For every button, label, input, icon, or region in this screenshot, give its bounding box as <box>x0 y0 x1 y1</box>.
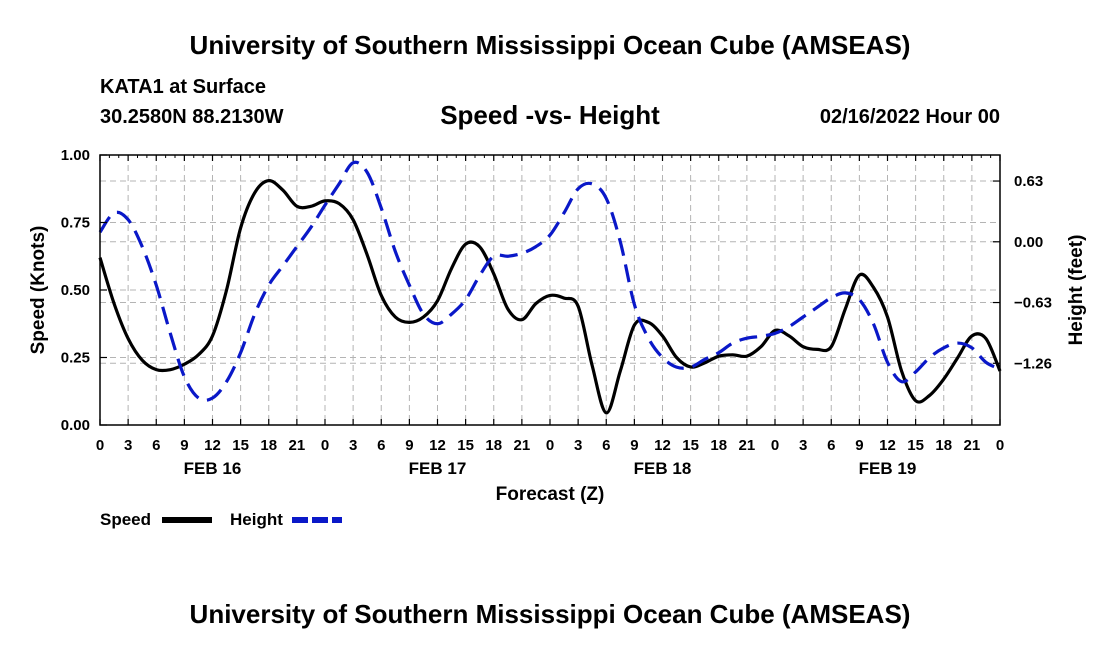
x-tick-label: 3 <box>349 437 357 454</box>
x-tick-label: 12 <box>429 437 446 454</box>
x-tick-label: 6 <box>377 437 385 454</box>
grid-layer <box>100 155 1000 425</box>
x-tick-label: 12 <box>204 437 221 454</box>
legend-speed-label: Speed <box>100 510 151 529</box>
day-label: FEB 18 <box>634 459 692 478</box>
y-right-tick-label: 0.00 <box>1014 234 1043 251</box>
x-tick-label: 6 <box>602 437 610 454</box>
x-tick-label: 0 <box>771 437 779 454</box>
x-tick-label: 0 <box>996 437 1004 454</box>
x-tick-label: 21 <box>289 437 306 454</box>
x-tick-label: 3 <box>574 437 582 454</box>
y-left-tick-label: 0.75 <box>61 215 90 232</box>
x-tick-label: 18 <box>935 437 952 454</box>
x-tick-label: 3 <box>799 437 807 454</box>
station-coordinates: 30.2580N 88.2130W <box>100 106 284 128</box>
x-tick-label: 18 <box>710 437 727 454</box>
y-right-tick-label: −1.26 <box>1014 355 1052 372</box>
series-layer <box>98 160 1002 415</box>
forecast-date: 02/16/2022 Hour 00 <box>819 106 1000 128</box>
legend-height-label: Height <box>230 510 283 529</box>
x-tick-label: 3 <box>124 437 132 454</box>
y-left-tick-label: 1.00 <box>61 147 90 164</box>
legend: Speed Height <box>100 510 342 529</box>
axis-layer: 0 3 6 9 12 15 18 21 0 3 6 9 12 15 18 21 0 3 6 9 12 15 18 21 0 3 6 9… <box>28 147 1087 505</box>
y-left-tick-label: 0.50 <box>61 282 90 299</box>
x-tick-label: 18 <box>260 437 277 454</box>
x-tick-label: 6 <box>152 437 160 454</box>
x-tick-label: 6 <box>827 437 835 454</box>
x-tick-label: 15 <box>457 437 474 454</box>
x-axis-title: Forecast (Z) <box>496 484 605 505</box>
x-tick-label: 9 <box>855 437 863 454</box>
y-left-tick-label: 0.00 <box>61 417 90 434</box>
y-right-axis-title: Height (feet) <box>1066 235 1087 346</box>
day-label: FEB 17 <box>409 459 467 478</box>
x-tick-label: 9 <box>180 437 188 454</box>
y-right-tick-label: −0.63 <box>1014 295 1052 312</box>
x-tick-label: 0 <box>321 437 329 454</box>
x-tick-label: 15 <box>907 437 924 454</box>
x-tick-label: 21 <box>964 437 981 454</box>
x-tick-label: 15 <box>682 437 699 454</box>
x-tick-label: 21 <box>739 437 756 454</box>
x-tick-label: 21 <box>514 437 531 454</box>
station-name: KATA1 at Surface <box>100 76 266 98</box>
y-left-tick-label: 0.25 <box>61 350 90 367</box>
height-series-line <box>98 160 1001 402</box>
x-tick-label: 0 <box>546 437 554 454</box>
day-label: FEB 16 <box>184 459 242 478</box>
y-left-axis-title: Speed (Knots) <box>28 226 49 355</box>
x-tick-label: 15 <box>232 437 249 454</box>
x-tick-label: 9 <box>405 437 413 454</box>
x-tick-label: 9 <box>630 437 638 454</box>
day-label: FEB 19 <box>859 459 917 478</box>
footer-title: University of Southern Mississippi Ocean… <box>189 599 911 629</box>
page-title: University of Southern Mississippi Ocean… <box>189 30 911 60</box>
x-tick-label: 12 <box>879 437 896 454</box>
x-tick-label: 0 <box>96 437 104 454</box>
speed-series-line <box>98 179 1002 415</box>
chart-title: Speed -vs- Height <box>440 100 660 130</box>
x-tick-label: 12 <box>654 437 671 454</box>
y-right-tick-label: 0.63 <box>1014 173 1043 190</box>
x-tick-label: 18 <box>485 437 502 454</box>
